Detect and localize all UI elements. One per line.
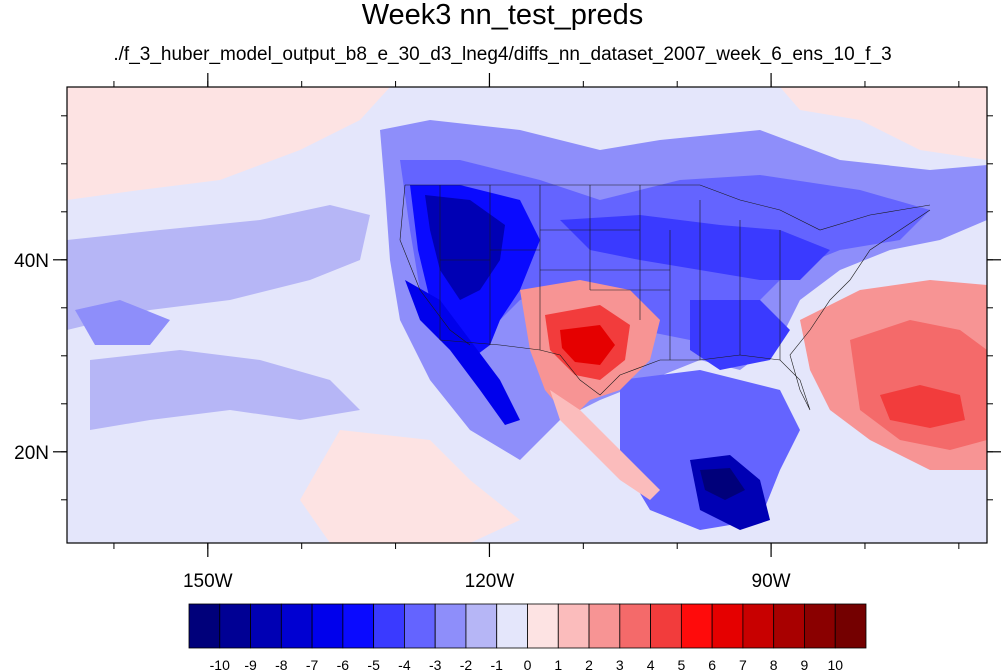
colorbar-label: 5 xyxy=(677,657,685,672)
y-tick-label: 40N xyxy=(14,251,49,272)
us-mexico-border xyxy=(439,339,621,396)
colorbar-swatch xyxy=(742,603,775,649)
colorbar-label: -4 xyxy=(398,657,411,672)
colorbar-swatch xyxy=(434,603,467,649)
colorbar-label: -2 xyxy=(460,657,473,672)
colorbar-swatch xyxy=(280,603,313,649)
x-tick-label: 120W xyxy=(465,571,515,592)
pacific-blue-patch-2 xyxy=(90,350,360,430)
colorbar-label: 7 xyxy=(739,657,747,672)
colorbar-swatch xyxy=(804,603,836,649)
colorbar-label: 3 xyxy=(616,657,624,672)
atlantic-red-core xyxy=(880,385,965,428)
y-tick-label: 20N xyxy=(14,443,49,464)
colorbar-label: -1 xyxy=(491,657,504,672)
colorbar-swatch xyxy=(773,603,805,649)
colorbar-label: -6 xyxy=(337,657,350,672)
colorbar-swatch xyxy=(619,603,651,649)
boundary-lines xyxy=(399,184,931,411)
colorbar-label: 6 xyxy=(708,657,716,672)
colorbar-swatch xyxy=(496,603,528,649)
colorbar-swatch xyxy=(188,603,221,649)
colorbar-swatch xyxy=(311,603,344,649)
north-pacific-pink-region xyxy=(67,87,390,200)
pacific-blue-patch-3 xyxy=(75,300,170,345)
colorbar-label: 8 xyxy=(770,657,778,672)
colorbar-label: 9 xyxy=(801,657,809,672)
pacific-blue-patch xyxy=(67,205,370,330)
colorbar-swatch xyxy=(404,603,436,649)
colorbar-label: -10 xyxy=(210,657,230,672)
mexico-pink-strip xyxy=(550,390,660,500)
colorbar-label: -7 xyxy=(306,657,319,672)
colorbar-swatch xyxy=(650,603,682,649)
colorbar-label: 4 xyxy=(647,657,655,672)
state-lines xyxy=(439,185,781,360)
colorbar-swatch xyxy=(373,603,405,649)
colorbar-label: 2 xyxy=(585,657,593,672)
eastern-pacific-pink-region xyxy=(300,430,520,543)
colorbar-swatch xyxy=(834,603,867,649)
us-canada-border xyxy=(405,184,931,231)
colorbar-swatch xyxy=(588,603,621,649)
us-coastline xyxy=(399,184,931,411)
colorbar-label: 10 xyxy=(827,657,843,672)
colorbar-label: -3 xyxy=(429,657,442,672)
colorbar-label: -5 xyxy=(367,657,380,672)
colorbar: -10 -9 -8 -7 -6 -5 -4 -3 -2 -1 0 1 2 3 4 5 6 7 8 9 10 xyxy=(188,603,867,672)
texas-red-core xyxy=(560,325,615,365)
colorbar-swatch xyxy=(557,603,590,649)
california-coast-blue xyxy=(405,280,520,425)
plot-frame xyxy=(66,86,988,544)
map-field xyxy=(67,87,987,543)
colorbar-swatch xyxy=(465,603,498,649)
colorbar-label: -9 xyxy=(244,657,257,672)
midwest-blue-region xyxy=(560,215,830,280)
colorbar-swatch xyxy=(250,603,282,649)
northeast-pink-region xyxy=(780,87,987,160)
colorbar-swatch xyxy=(342,603,375,649)
colorbar-swatch xyxy=(527,603,559,649)
map-subtitle: ./f_3_huber_model_output_b8_e_30_d3_lneg… xyxy=(113,44,892,65)
map-title: Week3 nn_test_preds xyxy=(361,0,644,31)
gulf-darkest-blue xyxy=(700,468,745,500)
west-darkest-blue-region xyxy=(425,195,505,300)
axis-ticks: 150W 120W 90W 20N 40N xyxy=(14,73,1001,592)
colorbar-label: 1 xyxy=(554,657,562,672)
colorbar-swatch xyxy=(680,603,713,649)
x-tick-label: 90W xyxy=(752,571,791,592)
colorbar-label: -8 xyxy=(275,657,288,672)
x-tick-label: 150W xyxy=(183,571,233,592)
colorbar-swatch xyxy=(219,603,251,649)
colorbar-label: 0 xyxy=(524,657,532,672)
colorbar-swatch xyxy=(711,603,744,649)
